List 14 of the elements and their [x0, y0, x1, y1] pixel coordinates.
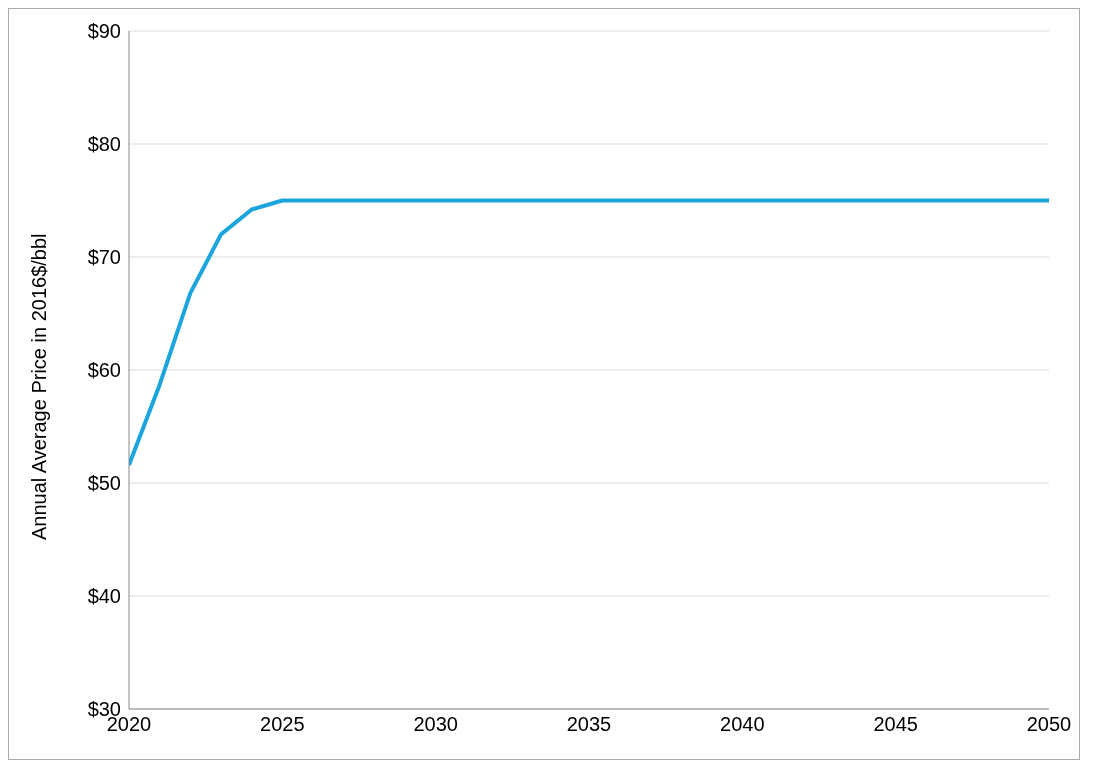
y-tick-label: $70: [87, 246, 121, 269]
y-tick-label: $90: [87, 20, 121, 43]
y-tick-label: $60: [87, 359, 121, 382]
x-tick-label: 2035: [566, 713, 612, 736]
x-tick-label: 2025: [260, 713, 305, 736]
y-tick-label: $50: [87, 472, 121, 495]
x-tick-label: 2030: [413, 713, 458, 736]
y-tick-label: $40: [87, 585, 121, 608]
x-tick-label: 2040: [720, 713, 765, 736]
y-axis-title: Annual Average Price in 2016$/bbl: [28, 233, 51, 540]
y-tick-label: $80: [87, 133, 121, 156]
line-series: [129, 198, 1049, 467]
x-tick-label: 2050: [1026, 713, 1072, 736]
x-tick-label: 2045: [873, 713, 918, 736]
